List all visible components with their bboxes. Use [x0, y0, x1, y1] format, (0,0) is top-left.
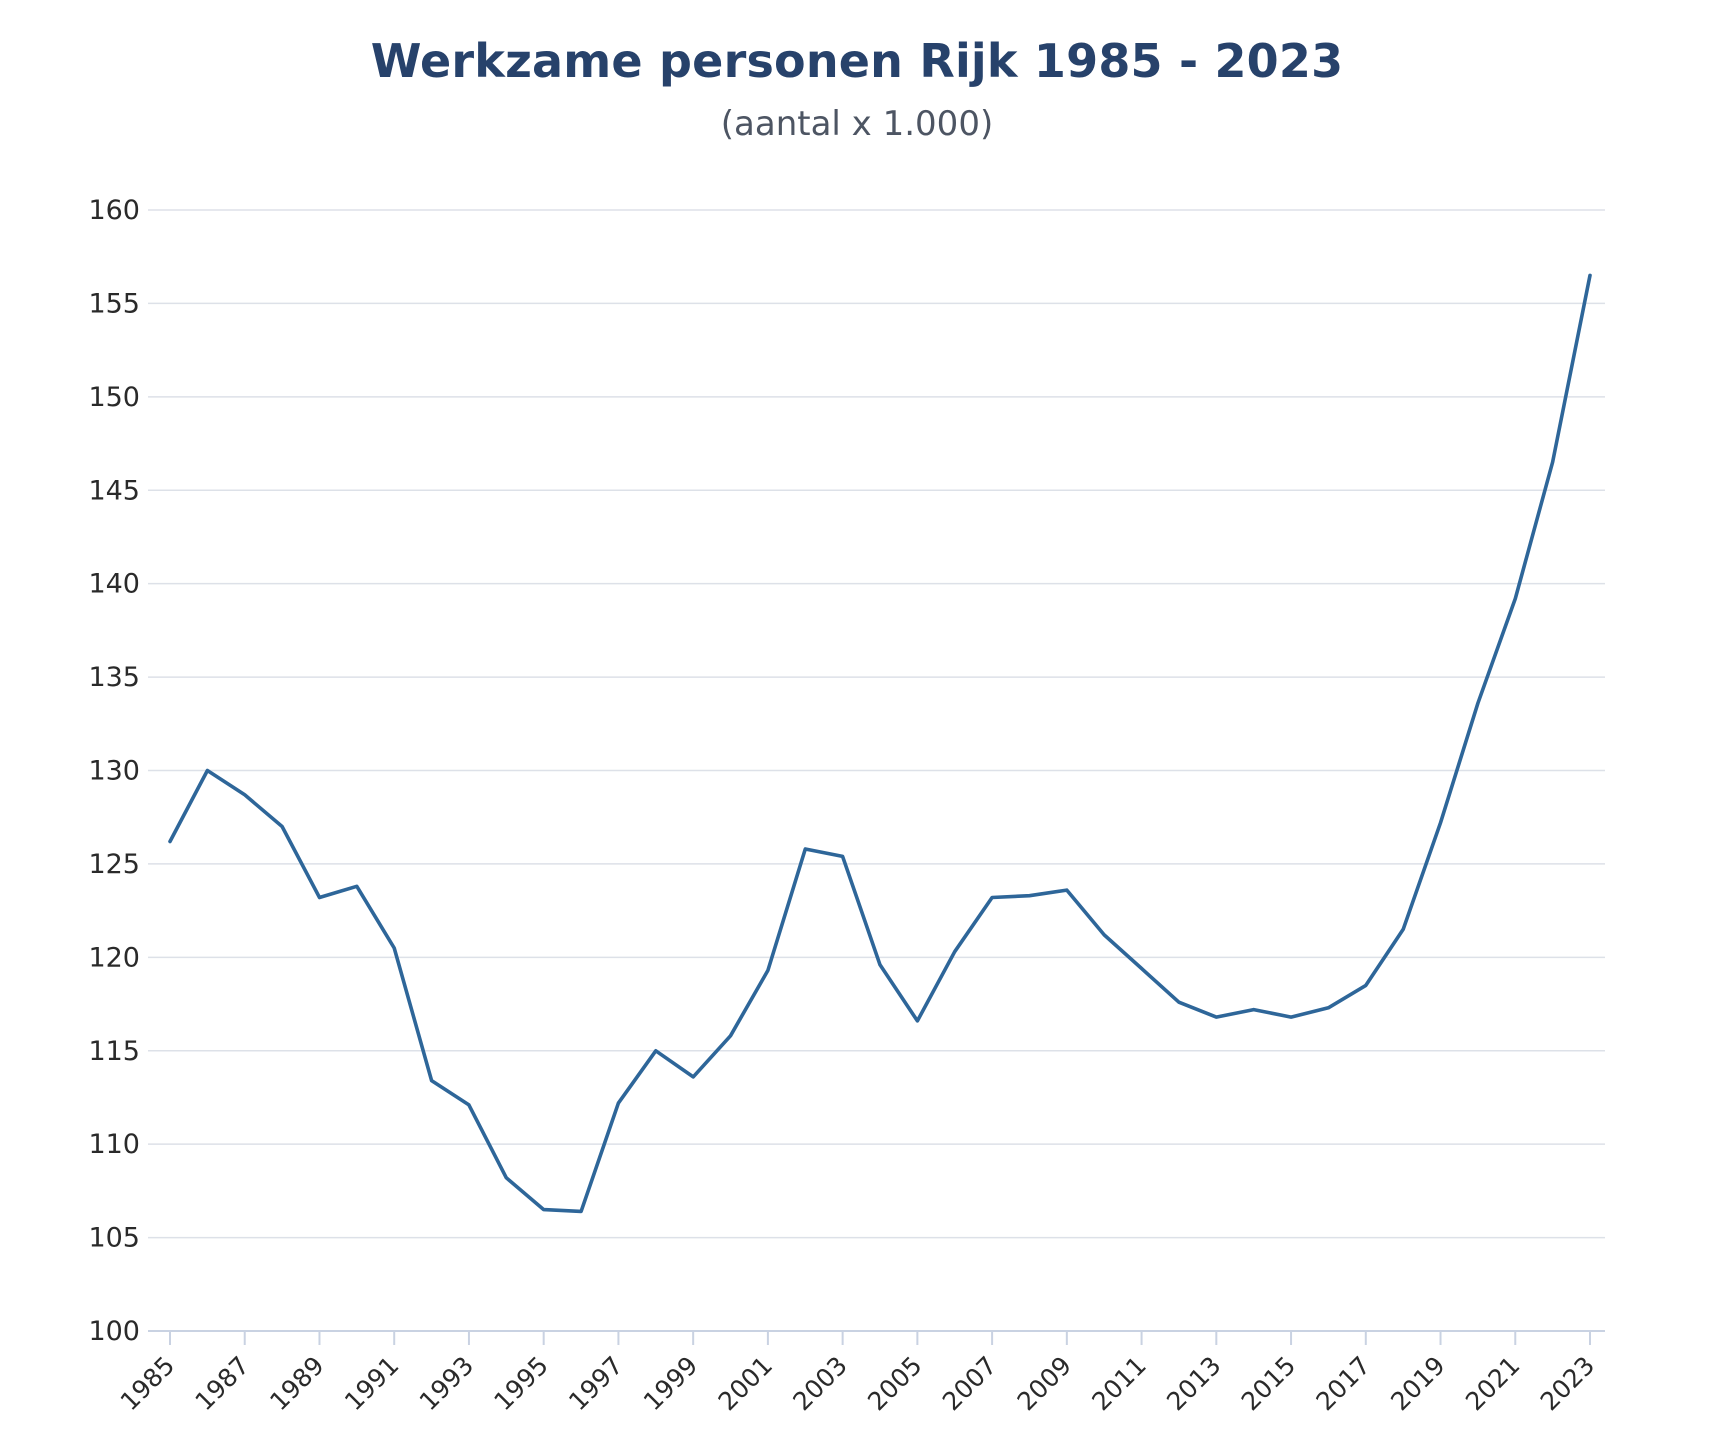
data-point [391, 945, 397, 951]
data-point [952, 949, 958, 955]
y-tick-label: 150 [88, 382, 140, 413]
data-point [1026, 893, 1032, 899]
data-point [1213, 1014, 1219, 1020]
x-tick-label: 1995 [488, 1351, 553, 1416]
y-tick-label: 130 [88, 756, 140, 787]
data-point [877, 962, 883, 968]
x-tick-label: 2001 [713, 1351, 778, 1416]
x-tick-label: 2013 [1161, 1351, 1226, 1416]
x-tick-label: 1991 [339, 1351, 404, 1416]
data-point [1101, 932, 1107, 938]
data-point [578, 1208, 584, 1214]
y-tick-label: 120 [88, 942, 140, 973]
data-point [615, 1100, 621, 1106]
data-point [1512, 596, 1518, 602]
data-point [354, 883, 360, 889]
data-point [541, 1207, 547, 1213]
x-tick-label: 2003 [787, 1351, 852, 1416]
data-point [1363, 982, 1369, 988]
data-point [1587, 272, 1593, 278]
data-point [728, 1033, 734, 1039]
chart-subtitle: (aantal x 1.000) [720, 104, 994, 144]
x-tick-label: 2007 [937, 1351, 1002, 1416]
data-point [466, 1102, 472, 1108]
series-layer [167, 272, 1593, 1214]
y-tick-label: 115 [88, 1036, 140, 1067]
series-line [168, 273, 1592, 1214]
x-tick-label: 2009 [1012, 1351, 1077, 1416]
x-tick-label: 2017 [1311, 1351, 1376, 1416]
gridlines [148, 209, 1605, 1239]
chart-title: Werkzame personen Rijk 1985 - 2023 [370, 34, 1344, 88]
y-tick-label: 160 [88, 195, 140, 226]
data-point [1325, 1005, 1331, 1011]
y-tick-label: 110 [88, 1129, 140, 1160]
data-point [989, 895, 995, 901]
x-tick-label: 1985 [115, 1351, 180, 1416]
data-point [765, 967, 771, 973]
data-point [204, 768, 210, 774]
data-point [914, 1018, 920, 1024]
data-point [503, 1175, 509, 1181]
data-point [1139, 966, 1145, 972]
data-point [1400, 926, 1406, 932]
data-point [1176, 999, 1182, 1005]
x-tick-label: 1989 [264, 1351, 329, 1416]
x-tick-label: 2011 [1086, 1351, 1151, 1416]
data-point [1288, 1014, 1294, 1020]
y-tick-label: 145 [88, 475, 140, 506]
x-tick-label: 2021 [1460, 1351, 1525, 1416]
x-tick-label: 2015 [1236, 1351, 1301, 1416]
y-tick-label: 155 [88, 288, 140, 319]
x-tick-label: 1993 [414, 1351, 479, 1416]
data-point [279, 824, 285, 830]
x-tick-label: 2005 [862, 1351, 927, 1416]
y-tick-label: 100 [88, 1316, 140, 1347]
data-point [1438, 820, 1444, 826]
data-point [1550, 459, 1556, 465]
data-point [167, 838, 173, 844]
y-tick-label: 125 [88, 849, 140, 880]
x-tick-label: 1997 [563, 1351, 628, 1416]
y-tick-label: 140 [88, 569, 140, 600]
data-point [1475, 700, 1481, 706]
data-point [1064, 887, 1070, 893]
data-point [1251, 1007, 1257, 1013]
x-tick-label: 1999 [638, 1351, 703, 1416]
x-tick-label: 2019 [1385, 1351, 1450, 1416]
data-point [802, 846, 808, 852]
x-tick-label: 1987 [189, 1351, 254, 1416]
data-point [840, 853, 846, 859]
x-tick-label: 2023 [1535, 1351, 1600, 1416]
data-point [653, 1048, 659, 1054]
y-axis-tick-labels: 100 105 110 115 120 125 130 135 140 145 150 155 160 [88, 195, 140, 1347]
data-point [690, 1074, 696, 1080]
x-axis: 1985 1987 1989 1991 1993 1995 1997 1999 2001 2003… [115, 1330, 1605, 1416]
data-point [316, 895, 322, 901]
y-tick-label: 105 [88, 1223, 140, 1254]
y-tick-label: 135 [88, 662, 140, 693]
data-point [429, 1078, 435, 1084]
data-point [242, 792, 248, 798]
